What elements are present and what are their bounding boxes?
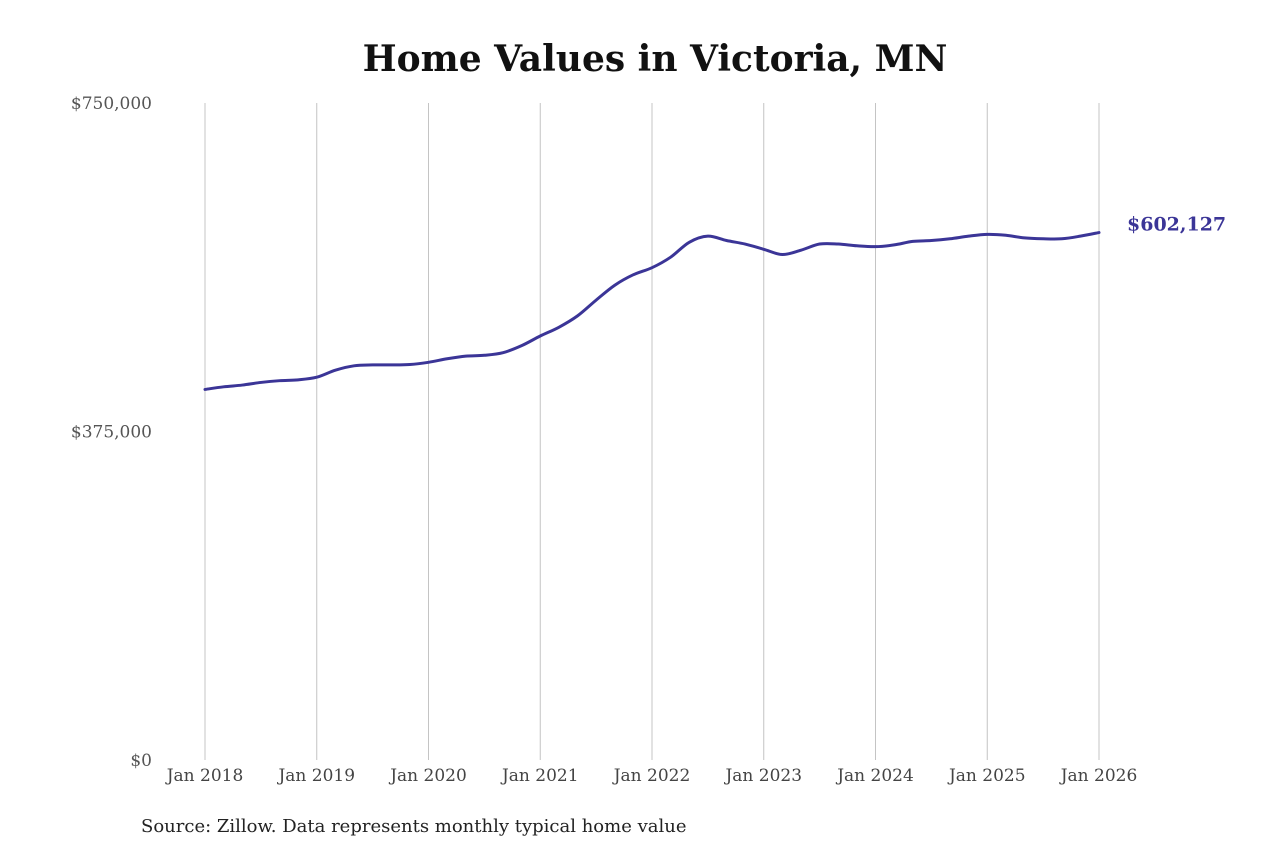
- end-label-layer: $602,127: [1127, 214, 1226, 236]
- chart-title: Home Values in Victoria, MN: [362, 38, 948, 80]
- x-tick-label: Jan 2023: [723, 766, 802, 786]
- end-value-label: $602,127: [1127, 214, 1226, 236]
- y-tick-label: $375,000: [71, 423, 152, 443]
- x-tick-label: Jan 2019: [276, 766, 355, 786]
- x-tick-label: Jan 2022: [612, 766, 691, 786]
- x-tick-label: Jan 2026: [1059, 766, 1138, 786]
- gridlines: [204, 103, 1100, 760]
- y-tick-label: $0: [130, 751, 152, 771]
- y-axis: $0 $375,000 $750,000: [71, 94, 152, 771]
- x-tick-label: Jan 2020: [388, 766, 467, 786]
- x-tick-label: Jan 2025: [947, 766, 1026, 786]
- source-note: Source: Zillow. Data represents monthly …: [141, 816, 687, 837]
- x-axis: Jan 2018 Jan 2019 Jan 2020 Jan 2021 Jan 2022…: [165, 766, 1138, 786]
- x-tick-label: Jan 2021: [500, 766, 579, 786]
- x-tick-label: Jan 2018: [165, 766, 244, 786]
- series-layer: [203, 231, 1101, 391]
- series-line: [203, 231, 1101, 391]
- x-tick-label: Jan 2024: [835, 766, 914, 786]
- y-tick-label: $750,000: [71, 94, 152, 114]
